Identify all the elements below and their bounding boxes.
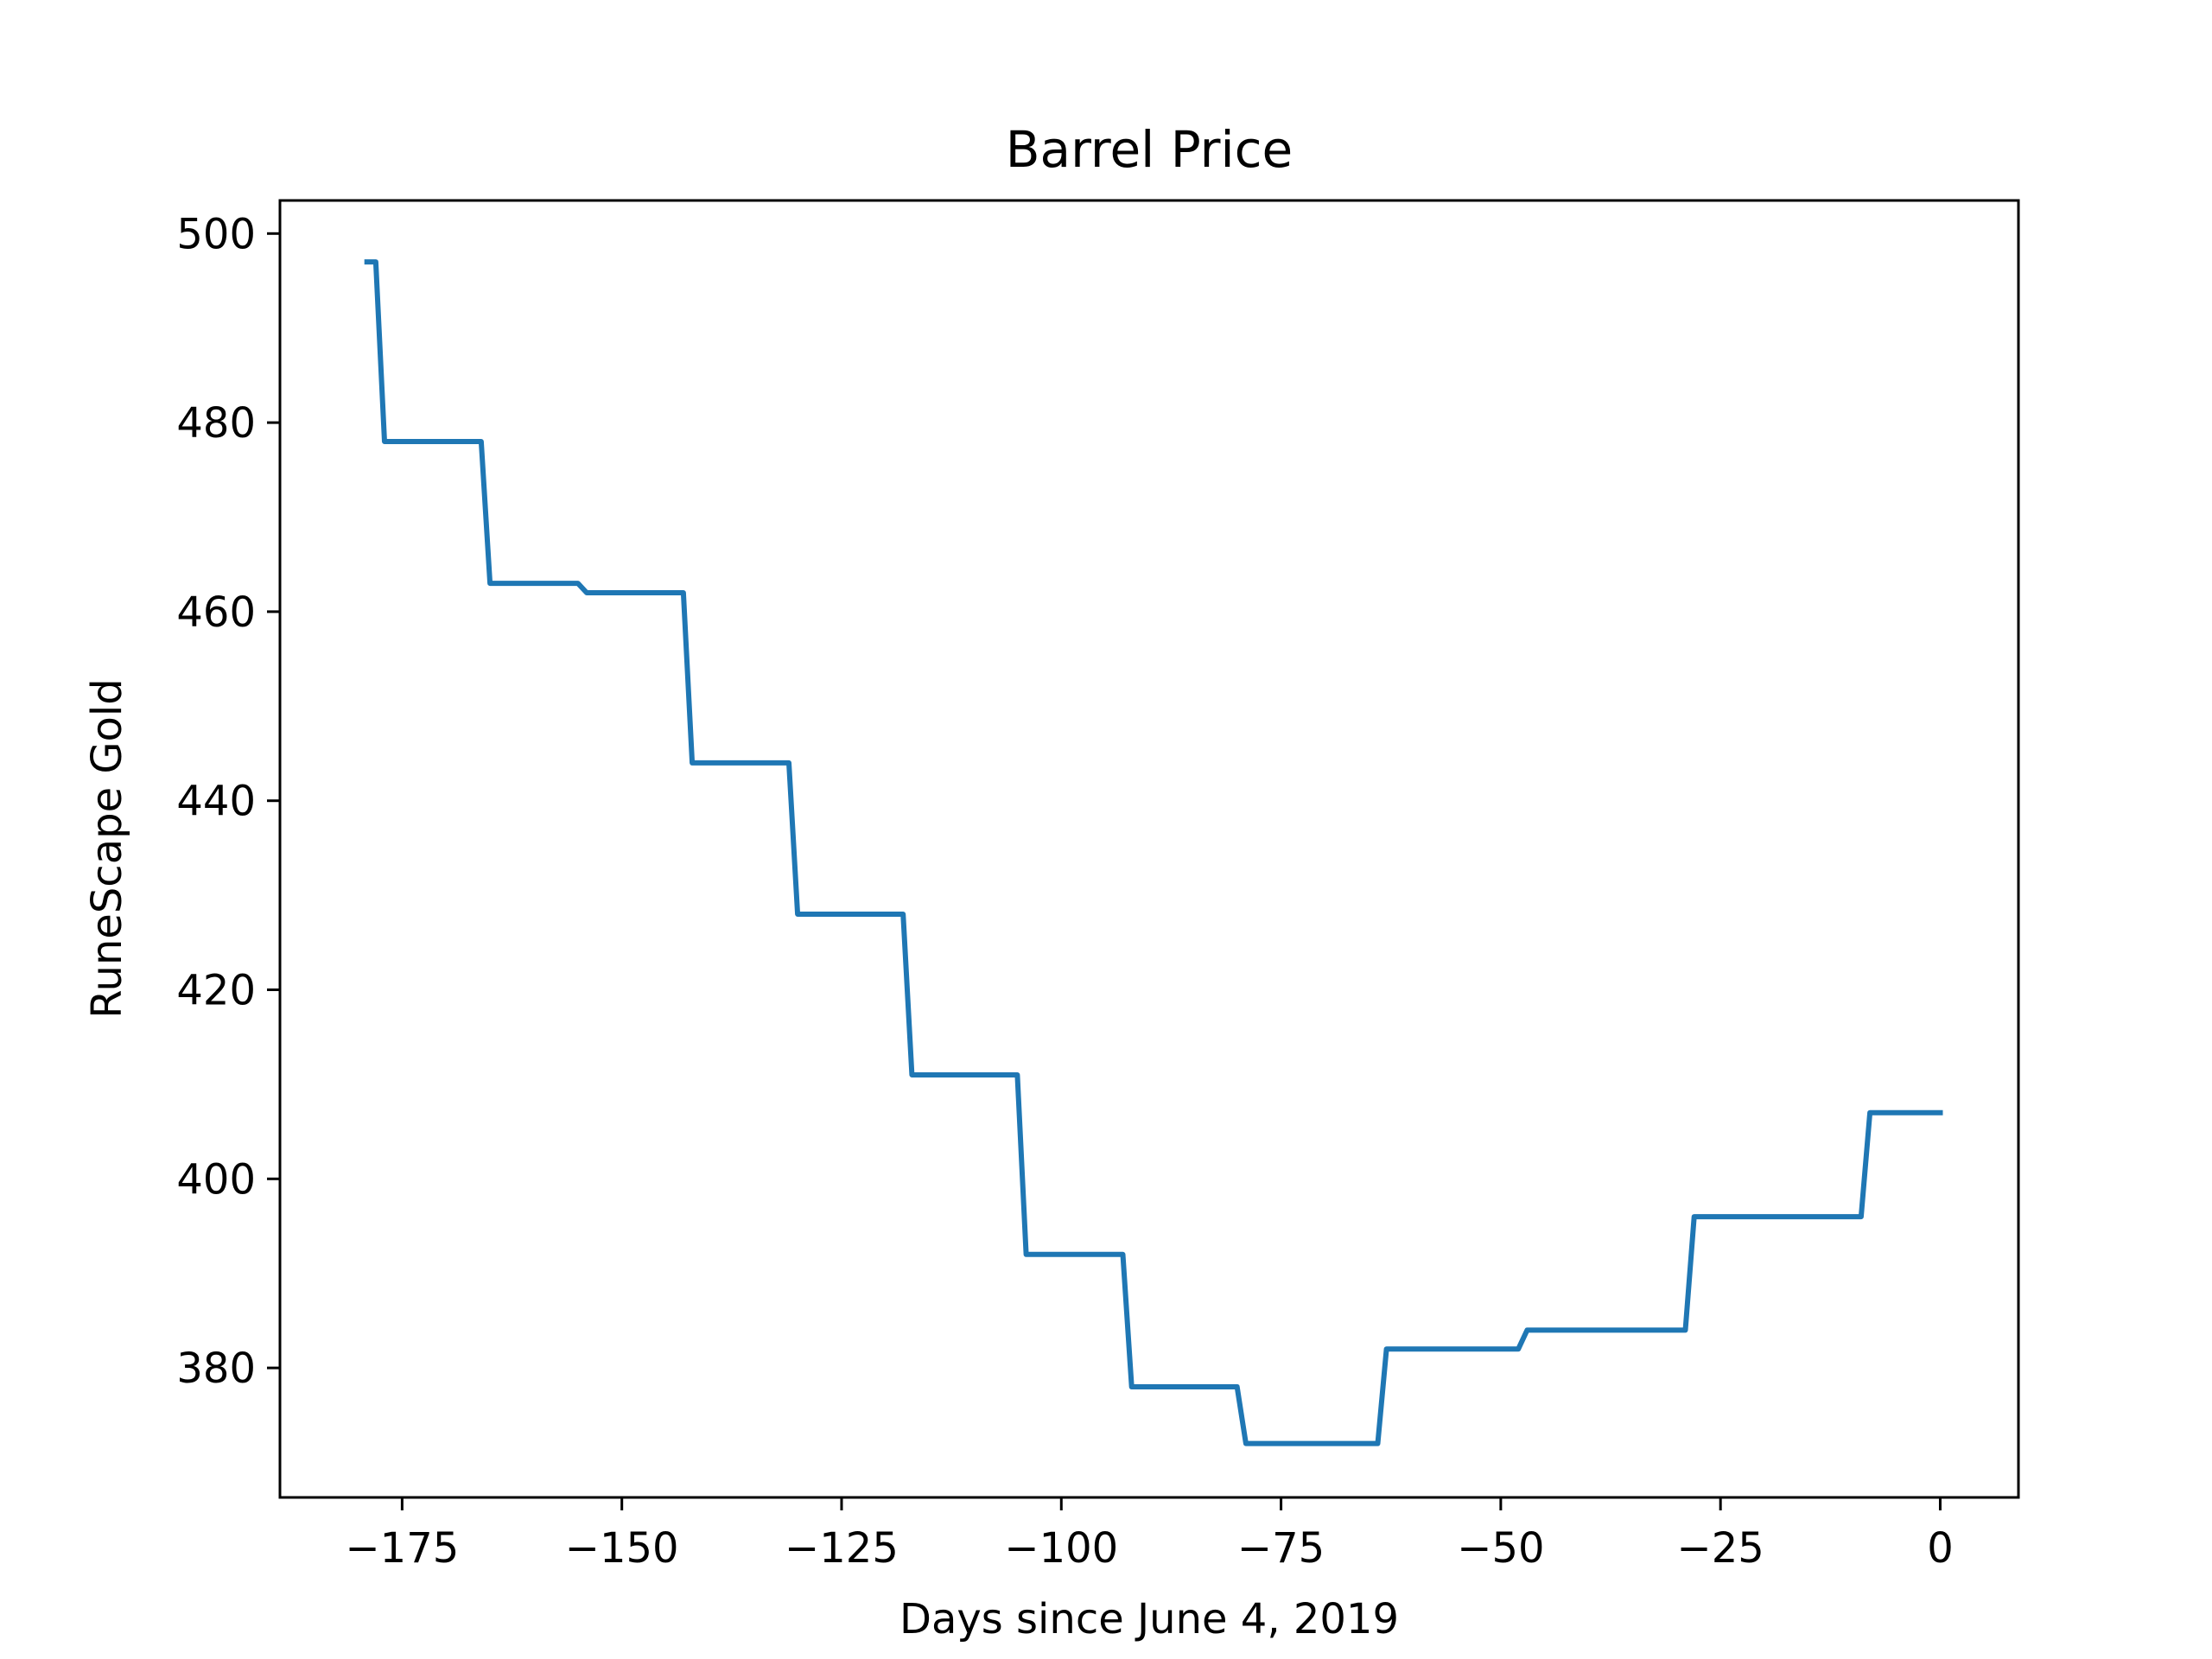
x-tick-label: −50 (1457, 1524, 1544, 1573)
x-tick-label: −75 (1237, 1524, 1325, 1573)
y-tick-label: 420 (176, 967, 256, 1015)
x-axis-label: Days since June 4, 2019 (899, 1595, 1399, 1643)
chart-title: Barrel Price (1006, 120, 1293, 179)
series-line (364, 259, 1943, 1446)
y-tick-label: 460 (176, 588, 256, 637)
y-axis-ticks: 380 400 420 440 460 480 500 (176, 210, 280, 1393)
x-axis-ticks: −175 −150 −125 −100 −75 −50 −25 0 (345, 1497, 1954, 1573)
y-tick-label: 380 (176, 1344, 256, 1393)
y-axis-label: RuneScape Gold (83, 678, 131, 1018)
y-tick-label: 480 (176, 399, 256, 448)
x-tick-label: −125 (785, 1524, 899, 1573)
plot-frame (278, 199, 2020, 1499)
y-tick-label: 500 (176, 210, 256, 258)
x-tick-label: −25 (1677, 1524, 1764, 1573)
x-tick-label: −150 (565, 1524, 679, 1573)
y-tick-label: 440 (176, 778, 256, 826)
series-layer (364, 259, 1943, 1446)
y-tick-label: 400 (176, 1155, 256, 1204)
x-tick-label: 0 (1927, 1524, 1954, 1573)
x-tick-label: −175 (345, 1524, 459, 1573)
x-tick-label: −100 (1004, 1524, 1118, 1573)
